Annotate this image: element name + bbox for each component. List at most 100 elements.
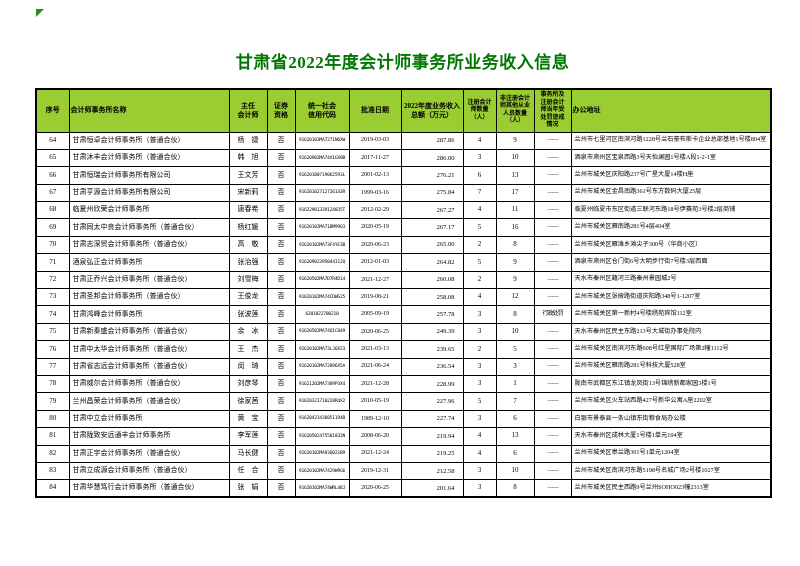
cell-no: 70 xyxy=(35,235,70,255)
cell-date: 2019-12-31 xyxy=(348,461,402,481)
cell-chief: 王 杰 xyxy=(228,340,268,359)
cell-staff: 16 xyxy=(495,218,535,237)
cell-name: 酒泉弘正会计师事务所 xyxy=(68,253,230,272)
cell-staff: 13 xyxy=(495,166,535,185)
cell-sec: 否 xyxy=(266,305,296,324)
cell-date: 2005-09-19 xyxy=(348,305,402,324)
cell-cpa: 3 xyxy=(462,479,497,498)
cell-revenue: 264.82 xyxy=(400,253,464,272)
cell-revenue: 257.78 xyxy=(400,305,464,324)
column-header-name: 会计师事务所名称 xyxy=(68,88,230,133)
cell-sec: 否 xyxy=(266,218,296,237)
cell-cpa: 4 xyxy=(462,201,497,220)
cell-date: 2021-03-13 xyxy=(348,340,402,359)
cell-staff: 5 xyxy=(495,340,535,359)
cell-no: 82 xyxy=(35,444,70,463)
cell-code: 91620102MA74CDWG25 xyxy=(294,288,350,307)
cell-chief: 唐春希 xyxy=(228,201,268,220)
table-row: 82 甘肃正宇会计师事务所（普通合伙） 马长健否 91620102MA93Q021B9… xyxy=(35,444,772,463)
cell-code: 91620502MA74Q1C849 xyxy=(294,322,350,342)
cell-name: 甘肃威尔会计师事务所（普通合伙） xyxy=(68,374,230,394)
cell-revenue: 227.96 xyxy=(400,392,464,411)
cell-staff: 11 xyxy=(495,201,535,220)
cell-address: 兰州市城关区民主西路9号兰州SOHO023幢2313室 xyxy=(570,479,772,498)
cell-penalty: —— xyxy=(533,148,572,168)
cell-cpa: 3 xyxy=(462,148,497,168)
header-row: 序号 会计师事务所名称 主任 会计师 证券 资格 统一社会 信用代码 批准日期 2022年度… xyxy=(35,88,772,133)
cell-cpa: 2 xyxy=(462,235,497,255)
cell-code: 91620102MA93Q021B9 xyxy=(294,444,350,463)
cell-penalty: 行政处罚 xyxy=(533,305,572,324)
table-row: 75 甘肃新秦盛会计师事务所（普通合伙）余 冰否 91620502MA74Q1C84… xyxy=(35,322,772,342)
column-header-address: 办公地址 xyxy=(570,88,772,133)
cell-address: 兰州市七里河区南滨河路1228号兰石豪布斯卡企业总部基地1号楼804室 xyxy=(570,131,772,150)
cell-date: 2020-05-19 xyxy=(348,218,402,237)
cell-penalty: —— xyxy=(533,409,572,429)
cell-chief: 闵 琦 xyxy=(228,357,268,376)
cell-chief: 高 敬 xyxy=(228,235,268,255)
cell-code: 91620423436051194B xyxy=(294,409,350,429)
cell-sec: 否 xyxy=(266,479,296,498)
cell-name: 甘肃亨源会计师事务所有限公司 xyxy=(68,183,230,203)
cell-chief: 王文芳 xyxy=(228,166,268,185)
cell-cpa: 4 xyxy=(462,444,497,463)
cell-revenue: 276.21 xyxy=(400,166,464,185)
cell-chief: 张治强 xyxy=(228,253,268,272)
cell-date: 2020-06-25 xyxy=(348,479,402,498)
table-row: 73 甘肃圣邦会计师事务所（普通合伙） 王俊龙否 91620102MA74CDWG25… xyxy=(35,288,772,307)
cell-sec: 否 xyxy=(266,374,296,394)
cell-chief: 宋新莉 xyxy=(228,183,268,203)
cell-date: 2021-12-28 xyxy=(348,374,402,394)
cell-code: 91621202MA7389P3X4 xyxy=(294,374,350,394)
cell-chief: 马长健 xyxy=(228,444,268,463)
cell-cpa: 4 xyxy=(462,427,497,446)
cell-revenue: 265.00 xyxy=(400,235,464,255)
cell-cpa: 3 xyxy=(462,322,497,342)
cell-penalty: —— xyxy=(533,235,572,255)
cell-name: 甘肃正宇会计师事务所（普通合伙） xyxy=(68,444,230,463)
table-row: 78 甘肃威尔会计师事务所（普通合伙） 刘彦琴否 91621202MA7389P3X4… xyxy=(35,374,772,394)
table-row: 74 甘肃鸿峰会计师事务所 张波莲否 6201022700210 2005-09-19 2… xyxy=(35,305,772,324)
cell-no: 77 xyxy=(35,357,70,376)
cell-name: 甘肃恒卓会计师事务所（普通合伙） xyxy=(68,131,230,150)
column-header-chief: 主任 会计师 xyxy=(228,88,268,133)
cell-no: 74 xyxy=(35,305,70,324)
cell-revenue: 239.65 xyxy=(400,340,464,359)
cell-name: 甘肃新秦盛会计师事务所（普通合伙） xyxy=(68,322,230,342)
cell-cpa: 3 xyxy=(462,461,497,481)
cell-revenue: 258.08 xyxy=(400,288,464,307)
cell-name: 甘肃陇致安远通丰会计师事务所 xyxy=(68,427,230,446)
cell-address: 兰州市城关区南滨河东路5198号名城广场2号楼1027室 xyxy=(570,461,772,481)
cell-penalty: —— xyxy=(533,392,572,411)
table-row: 84 甘肃华慧笃行会计师事务所（普通合伙）张 娟否 91620102MA74WRL4… xyxy=(35,479,772,498)
table-row: 66 甘肃恒瑞会计师事务所有限公司 王文芳否 91620100719062593L 20… xyxy=(35,166,772,185)
cell-staff: 3 xyxy=(495,357,535,376)
cell-code: 91620102712726143R xyxy=(294,183,350,203)
cell-address: 酒泉市肃州区仓门街6号大明步行街7号楼3层西面 xyxy=(570,253,772,272)
cell-no: 84 xyxy=(35,479,70,498)
table-row: 80 甘肃中立会计师事务所黄 宝否 91620423436051194B 1989-1… xyxy=(35,409,772,429)
cell-staff: 6 xyxy=(495,409,535,429)
cell-address: 兰州市城关区第一新村4号楼绣苑宾馆112室 xyxy=(570,305,772,324)
cell-penalty: —— xyxy=(533,461,572,481)
cell-code: 91620103MA7271N6XW xyxy=(294,131,350,150)
cell-date: 1989-12-10 xyxy=(348,409,402,429)
cell-sec: 否 xyxy=(266,201,296,220)
cell-penalty: —— xyxy=(533,322,572,342)
cell-date: 2021-06-24 xyxy=(348,357,402,376)
cell-sec: 否 xyxy=(266,235,296,255)
cell-code: 91620102MA71BM99Q3 xyxy=(294,218,350,237)
cell-penalty: —— xyxy=(533,444,572,463)
cell-sec: 否 xyxy=(266,340,296,359)
cell-address: 兰州市城关区庆阳路237号广星大厦14楼H座 xyxy=(570,166,772,185)
cell-sec: 否 xyxy=(266,288,296,307)
table-row: 70 甘肃志深贸会计师事务所（普通合伙）高 敬否 91620102MA73F4YE3… xyxy=(35,235,772,255)
cell-chief: 李军莲 xyxy=(228,427,268,446)
cell-staff: 10 xyxy=(495,322,535,342)
cell-address: 白银市景泰县一条山镇东街粮食局办公楼 xyxy=(570,409,772,429)
cell-cpa: 3 xyxy=(462,305,497,324)
cell-code: 91620321710228R4X2 xyxy=(294,392,350,411)
cell-address: 兰州市城关区皋兰路301号1单元1204室 xyxy=(570,444,772,463)
cell-penalty: —— xyxy=(533,357,572,376)
cell-name: 甘肃立成源会计师事务所（普通合伙） xyxy=(68,461,230,481)
